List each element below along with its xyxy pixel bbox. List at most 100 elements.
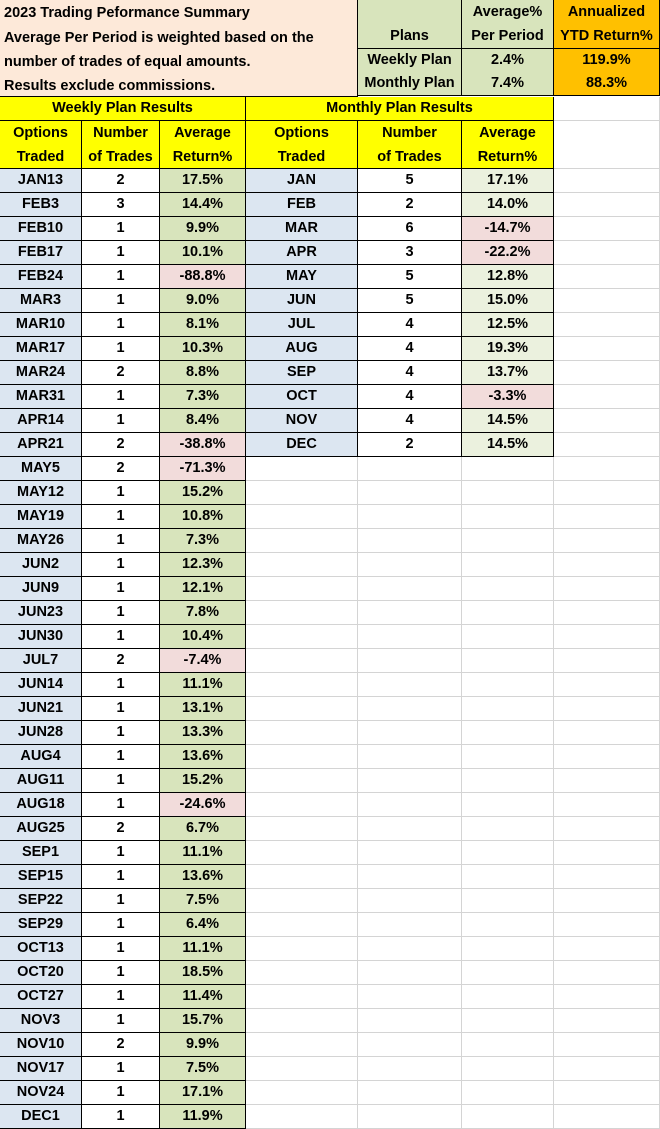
empty-cell[interactable] — [554, 553, 660, 577]
empty-cell[interactable] — [246, 649, 358, 673]
empty-cell[interactable] — [554, 169, 660, 193]
weekly-trades-cell[interactable]: 1 — [82, 241, 160, 265]
weekly-option-cell[interactable]: DEC1 — [0, 1105, 82, 1129]
weekly-trades-cell[interactable]: 1 — [82, 337, 160, 361]
monthly-trades-cell[interactable]: 4 — [358, 361, 462, 385]
weekly-option-cell[interactable]: FEB24 — [0, 265, 82, 289]
monthly-option-cell[interactable]: AUG — [246, 337, 358, 361]
weekly-option-cell[interactable]: JUN14 — [0, 673, 82, 697]
monthly-trades-cell[interactable]: 2 — [358, 193, 462, 217]
monthly-trades-cell[interactable]: 5 — [358, 265, 462, 289]
weekly-trades-cell[interactable]: 1 — [82, 985, 160, 1009]
weekly-return-cell[interactable]: 14.4% — [160, 193, 246, 217]
weekly-trades-cell[interactable]: 1 — [82, 889, 160, 913]
empty-cell[interactable] — [358, 817, 462, 841]
empty-cell[interactable] — [462, 625, 554, 649]
weekly-trades-cell[interactable]: 1 — [82, 505, 160, 529]
empty-cell[interactable] — [554, 913, 660, 937]
empty-cell[interactable] — [358, 625, 462, 649]
weekly-trades-cell[interactable]: 1 — [82, 961, 160, 985]
weekly-option-cell[interactable]: AUG25 — [0, 817, 82, 841]
monthly-return-header[interactable]: Average Return% — [462, 121, 554, 169]
empty-cell[interactable] — [462, 601, 554, 625]
weekly-return-cell[interactable]: 9.9% — [160, 1033, 246, 1057]
weekly-return-cell[interactable]: 8.8% — [160, 361, 246, 385]
empty-cell[interactable] — [462, 529, 554, 553]
empty-cell[interactable] — [462, 577, 554, 601]
empty-cell[interactable] — [358, 673, 462, 697]
empty-cell[interactable] — [554, 1081, 660, 1105]
empty-cell[interactable] — [554, 649, 660, 673]
empty-cell[interactable] — [554, 361, 660, 385]
weekly-trades-cell[interactable]: 2 — [82, 457, 160, 481]
weekly-option-cell[interactable]: SEP22 — [0, 889, 82, 913]
weekly-trades-cell[interactable]: 1 — [82, 793, 160, 817]
empty-cell[interactable] — [358, 841, 462, 865]
weekly-trades-cell[interactable]: 1 — [82, 289, 160, 313]
weekly-return-cell[interactable]: 11.9% — [160, 1105, 246, 1129]
empty-cell[interactable] — [246, 1105, 358, 1129]
empty-cell[interactable] — [554, 97, 660, 121]
empty-cell[interactable] — [554, 241, 660, 265]
empty-cell[interactable] — [554, 1009, 660, 1033]
empty-cell[interactable] — [462, 1105, 554, 1129]
plan-avg-cell[interactable]: 7.4% — [462, 72, 554, 96]
monthly-trades-header[interactable]: Number of Trades — [358, 121, 462, 169]
monthly-return-cell[interactable]: 15.0% — [462, 289, 554, 313]
weekly-option-cell[interactable]: APR21 — [0, 433, 82, 457]
empty-cell[interactable] — [554, 193, 660, 217]
monthly-option-cell[interactable]: JUN — [246, 289, 358, 313]
weekly-option-cell[interactable]: JUN9 — [0, 577, 82, 601]
weekly-option-cell[interactable]: NOV3 — [0, 1009, 82, 1033]
empty-cell[interactable] — [246, 793, 358, 817]
empty-cell[interactable] — [246, 697, 358, 721]
weekly-return-cell[interactable]: 15.2% — [160, 481, 246, 505]
weekly-return-cell[interactable]: 12.3% — [160, 553, 246, 577]
plan-name-cell[interactable]: Monthly Plan — [358, 72, 462, 96]
weekly-return-cell[interactable]: 7.3% — [160, 529, 246, 553]
empty-cell[interactable] — [358, 505, 462, 529]
weekly-option-cell[interactable]: JUN28 — [0, 721, 82, 745]
weekly-options-header[interactable]: Options Traded — [0, 121, 82, 169]
empty-cell[interactable] — [246, 745, 358, 769]
weekly-return-cell[interactable]: 7.5% — [160, 1057, 246, 1081]
weekly-return-cell[interactable]: 11.4% — [160, 985, 246, 1009]
summary-text-block[interactable]: 2023 Trading Peformance Summary Average P… — [0, 0, 358, 97]
weekly-trades-cell[interactable]: 1 — [82, 481, 160, 505]
weekly-return-cell[interactable]: 10.8% — [160, 505, 246, 529]
monthly-option-cell[interactable]: DEC — [246, 433, 358, 457]
empty-cell[interactable] — [462, 1057, 554, 1081]
empty-cell[interactable] — [358, 865, 462, 889]
weekly-return-cell[interactable]: 8.1% — [160, 313, 246, 337]
empty-cell[interactable] — [462, 1009, 554, 1033]
monthly-return-cell[interactable]: 19.3% — [462, 337, 554, 361]
empty-cell[interactable] — [358, 721, 462, 745]
empty-cell[interactable] — [246, 457, 358, 481]
empty-cell[interactable] — [554, 841, 660, 865]
weekly-trades-cell[interactable]: 2 — [82, 169, 160, 193]
empty-cell[interactable] — [462, 457, 554, 481]
empty-cell[interactable] — [462, 841, 554, 865]
weekly-option-cell[interactable]: MAR24 — [0, 361, 82, 385]
empty-cell[interactable] — [554, 457, 660, 481]
weekly-option-cell[interactable]: AUG4 — [0, 745, 82, 769]
weekly-trades-cell[interactable]: 1 — [82, 1057, 160, 1081]
empty-cell[interactable] — [358, 577, 462, 601]
weekly-trades-cell[interactable]: 2 — [82, 1033, 160, 1057]
weekly-trades-cell[interactable]: 1 — [82, 697, 160, 721]
weekly-option-cell[interactable]: MAY19 — [0, 505, 82, 529]
empty-cell[interactable] — [358, 529, 462, 553]
weekly-option-cell[interactable]: OCT27 — [0, 985, 82, 1009]
weekly-return-cell[interactable]: 11.1% — [160, 841, 246, 865]
weekly-option-cell[interactable]: MAY12 — [0, 481, 82, 505]
weekly-trades-cell[interactable]: 1 — [82, 385, 160, 409]
weekly-option-cell[interactable]: NOV17 — [0, 1057, 82, 1081]
empty-cell[interactable] — [462, 553, 554, 577]
weekly-return-cell[interactable]: 7.5% — [160, 889, 246, 913]
empty-cell[interactable] — [554, 385, 660, 409]
empty-cell[interactable] — [246, 817, 358, 841]
weekly-return-header[interactable]: Average Return% — [160, 121, 246, 169]
weekly-trades-header[interactable]: Number of Trades — [82, 121, 160, 169]
weekly-return-cell[interactable]: 11.1% — [160, 937, 246, 961]
ytd-return-header[interactable]: Annualized YTD Return% — [554, 0, 660, 49]
